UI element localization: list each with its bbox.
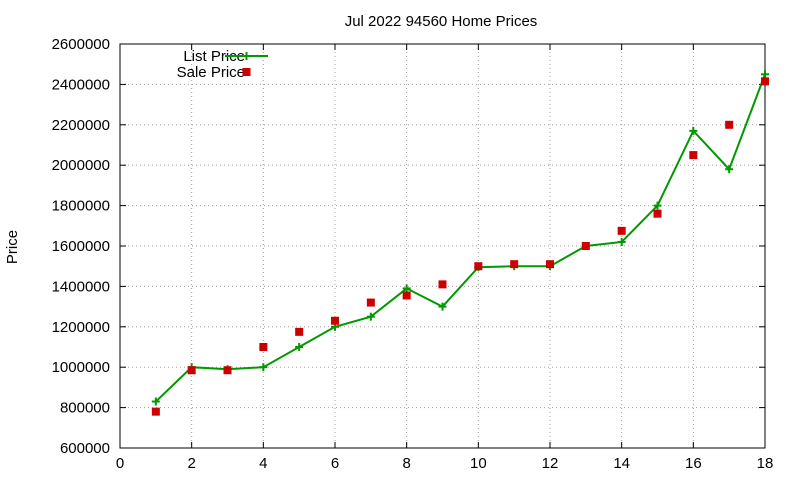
list-price-marker	[725, 165, 734, 174]
sale-price-marker	[689, 151, 698, 160]
sale-price-marker	[151, 407, 160, 416]
sale-price-marker	[653, 209, 662, 218]
sale-price-marker	[295, 327, 304, 336]
y-tick-label: 2400000	[52, 76, 110, 93]
legend-square-sample	[242, 68, 251, 76]
list-price-marker	[617, 237, 626, 246]
sale-price-marker	[331, 316, 339, 325]
x-tick-label: 8	[402, 455, 410, 472]
grid	[120, 44, 765, 448]
sale-price-marker	[187, 366, 196, 375]
y-tick-label: 1600000	[52, 238, 110, 255]
sale-price-marker	[725, 120, 734, 129]
y-tick-label: 1400000	[52, 278, 110, 295]
y-tick-label: 1800000	[52, 198, 110, 215]
y-tick-label: 2600000	[52, 36, 110, 53]
x-tick-label: 16	[685, 455, 702, 472]
y-tick-label: 2000000	[52, 157, 110, 174]
sale-price-marker	[438, 280, 447, 289]
y-tick-label: 2200000	[52, 117, 110, 134]
sale-price-marker	[510, 260, 519, 269]
legend-label: Sale Price	[177, 64, 245, 81]
sale-price-marker	[474, 262, 483, 271]
y-tick-label: 800000	[60, 400, 110, 417]
y-tick-label: 600000	[60, 440, 110, 457]
x-tick-label: 6	[331, 455, 339, 472]
legend-label: List Price	[183, 48, 245, 65]
list-price-marker	[689, 126, 698, 135]
sale-price-marker	[259, 343, 268, 351]
list-price-marker	[151, 397, 160, 406]
list-price-marker	[438, 302, 447, 311]
list-price-marker	[402, 284, 411, 293]
chart-title: Jul 2022 94560 Home Prices	[345, 13, 538, 30]
sale-price-marker	[546, 260, 554, 269]
sale-price-marker	[402, 291, 411, 300]
list-price-line	[155, 73, 766, 403]
sale-price-marker	[366, 298, 375, 307]
y-axis-label: Price	[4, 230, 21, 264]
list-price-marker	[366, 312, 375, 321]
list-price-marker	[653, 201, 662, 210]
list-price-marker	[295, 343, 304, 351]
list-price-marker	[761, 70, 769, 79]
x-tick-label: 10	[470, 455, 487, 472]
x-tick-label: 14	[613, 455, 630, 472]
y-tick-label: 1200000	[52, 319, 110, 336]
sale-price-marker	[761, 77, 769, 86]
sale-price-marker	[617, 226, 626, 235]
plot-frame	[119, 43, 766, 449]
list-price-marker	[259, 363, 268, 372]
x-tick-label: 2	[187, 455, 195, 472]
sale-price-marker	[581, 242, 590, 250]
x-tick-label: 18	[757, 455, 774, 472]
x-tick-label: 4	[259, 455, 267, 472]
series	[151, 70, 769, 416]
x-tick-label: 0	[116, 455, 124, 472]
sale-price-marker	[223, 366, 232, 375]
y-tick-label: 1000000	[52, 359, 110, 376]
axes: 600000 800000 1000000 1200000 1400000 1600000…	[52, 36, 774, 472]
x-tick-label: 12	[542, 455, 559, 472]
